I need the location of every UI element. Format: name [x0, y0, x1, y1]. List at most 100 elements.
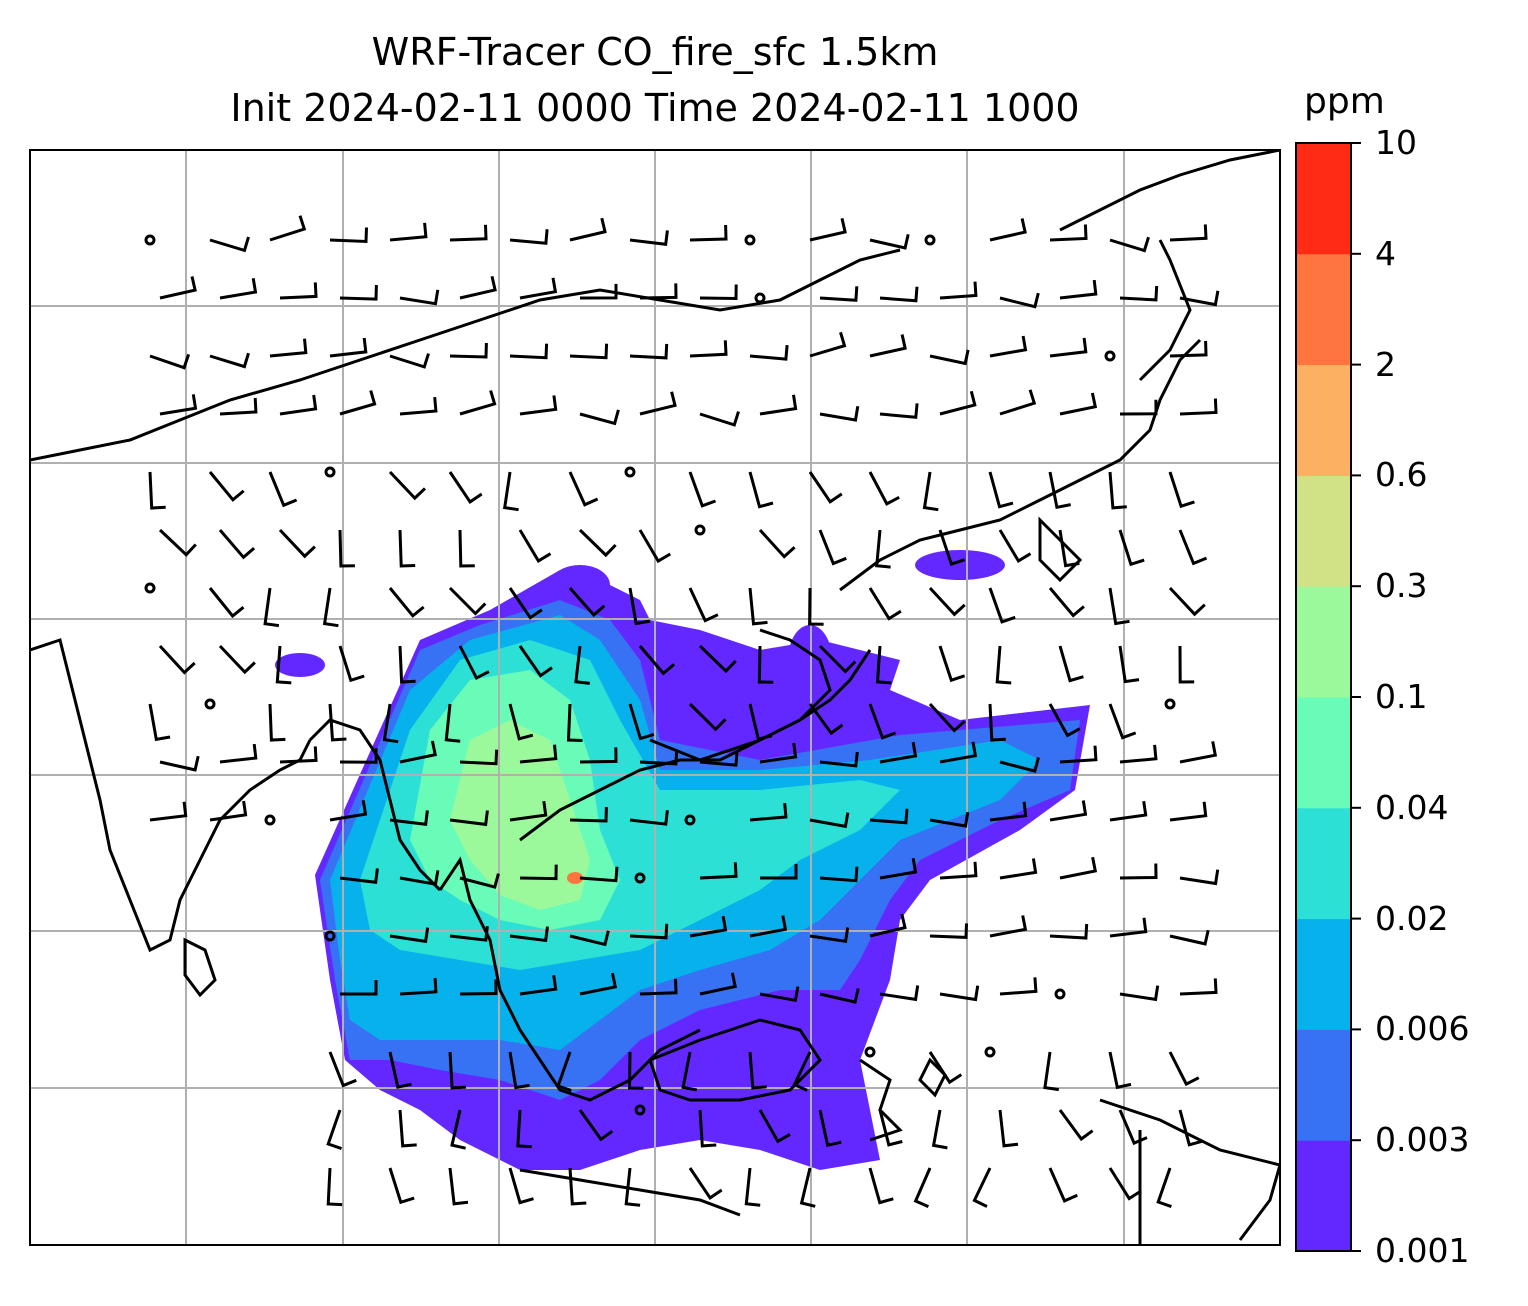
wind-barb [689, 340, 728, 358]
wind-barb [1058, 1109, 1094, 1142]
coast-indochina [519, 649, 872, 842]
wind-barb [388, 587, 425, 618]
wind-barb [809, 927, 850, 944]
wind-barb [698, 644, 737, 674]
wind-barb [388, 470, 427, 501]
wind-barb [399, 870, 440, 886]
wind-barb [502, 471, 519, 512]
wind-barb [279, 746, 318, 764]
wind-barb [699, 751, 739, 767]
calm-wind-circle [264, 814, 276, 826]
wind-barb [148, 703, 171, 742]
calm-wind-circle [754, 292, 766, 304]
wind-barb [269, 215, 307, 242]
wind-barb [208, 471, 245, 502]
wind-barb [329, 337, 368, 358]
wind-barb [988, 703, 1006, 742]
wind-barb [1178, 529, 1208, 566]
wind-barb [339, 390, 377, 416]
wind-barb [1109, 917, 1148, 938]
calm-wind-circle [924, 234, 936, 246]
wind-barb [389, 222, 428, 242]
colorbar-tick-label: 0.02 [1375, 898, 1449, 938]
wind-barb [868, 587, 902, 621]
wind-barb [989, 335, 1028, 358]
wind-barb [519, 744, 558, 764]
wind-barb [338, 529, 355, 568]
wind-barb [339, 868, 379, 884]
wind-barb [459, 390, 497, 416]
wind-barb [519, 395, 558, 416]
wind-barb [627, 1051, 644, 1090]
wind-barb [808, 587, 824, 626]
wind-barb [929, 923, 968, 939]
wind-barb [999, 292, 1040, 309]
wind-barb [159, 394, 198, 416]
colorbar-tick-label: 4 [1375, 233, 1396, 273]
wind-barb [819, 866, 859, 883]
wind-barb [818, 1109, 842, 1147]
wind-barb [399, 740, 437, 764]
wind-barb [209, 352, 250, 369]
wind-barb [759, 742, 798, 764]
wind-barb [989, 218, 1027, 242]
colorbar-segment [1296, 1029, 1351, 1141]
wind-barb [459, 749, 499, 766]
coast-java [519, 1168, 741, 1217]
wind-barb [449, 810, 489, 827]
wind-barb [158, 644, 196, 675]
wind-barb [209, 236, 250, 253]
wind-barb [928, 702, 966, 733]
wind-barb [699, 284, 738, 301]
wind-barb [449, 926, 489, 942]
wind-barb [688, 702, 727, 732]
wind-barb [939, 390, 977, 416]
wind-barb [639, 749, 679, 766]
wind-barb [398, 1109, 417, 1148]
wind-barb [879, 286, 919, 303]
wind-barb [556, 1051, 572, 1093]
wind-barb [792, 1051, 812, 1092]
map-area [30, 150, 1280, 1245]
wind-barb [799, 1167, 816, 1208]
wind-barb [819, 988, 860, 1004]
wind-barb [999, 757, 1040, 773]
colorbar-segment [1296, 697, 1351, 809]
wind-barb [818, 529, 847, 566]
colorbar-segment [1296, 253, 1351, 366]
wind-barb [519, 864, 558, 881]
wind-barb [268, 471, 298, 508]
wind-barb [398, 645, 416, 684]
plume-spot-north [550, 565, 610, 605]
wind-barb [218, 529, 256, 560]
wind-barb [340, 980, 378, 996]
wind-barb [279, 282, 318, 300]
wind-barb [760, 864, 798, 880]
coast-north [30, 248, 901, 462]
wind-barb [929, 349, 970, 366]
wind-barb [1048, 471, 1071, 510]
wind-barb [1179, 398, 1218, 416]
wind-barb [209, 800, 248, 822]
wind-barb [579, 409, 620, 426]
wind-barb [1169, 929, 1210, 946]
wind-barb [508, 1167, 534, 1205]
coast-china-east [839, 338, 1202, 592]
wind-barb [1058, 529, 1080, 568]
wind-barb [1108, 587, 1130, 626]
wind-barb [878, 1109, 903, 1147]
colorbar-tick-label: 0.04 [1375, 787, 1449, 827]
wind-barb [566, 703, 583, 742]
wind-barb [328, 703, 347, 742]
wind-barb [149, 353, 191, 370]
wind-barb [1179, 290, 1220, 307]
wind-barb [208, 587, 245, 619]
wind-barb [579, 747, 618, 764]
wind-barb [448, 471, 483, 504]
wind-barb [1178, 1109, 1204, 1147]
colorbar-tick-label: 0.6 [1375, 455, 1428, 495]
calm-wind-circle [1164, 698, 1176, 710]
wind-barb [389, 353, 430, 369]
wind-barb [749, 802, 788, 822]
wind-barb [938, 645, 966, 683]
